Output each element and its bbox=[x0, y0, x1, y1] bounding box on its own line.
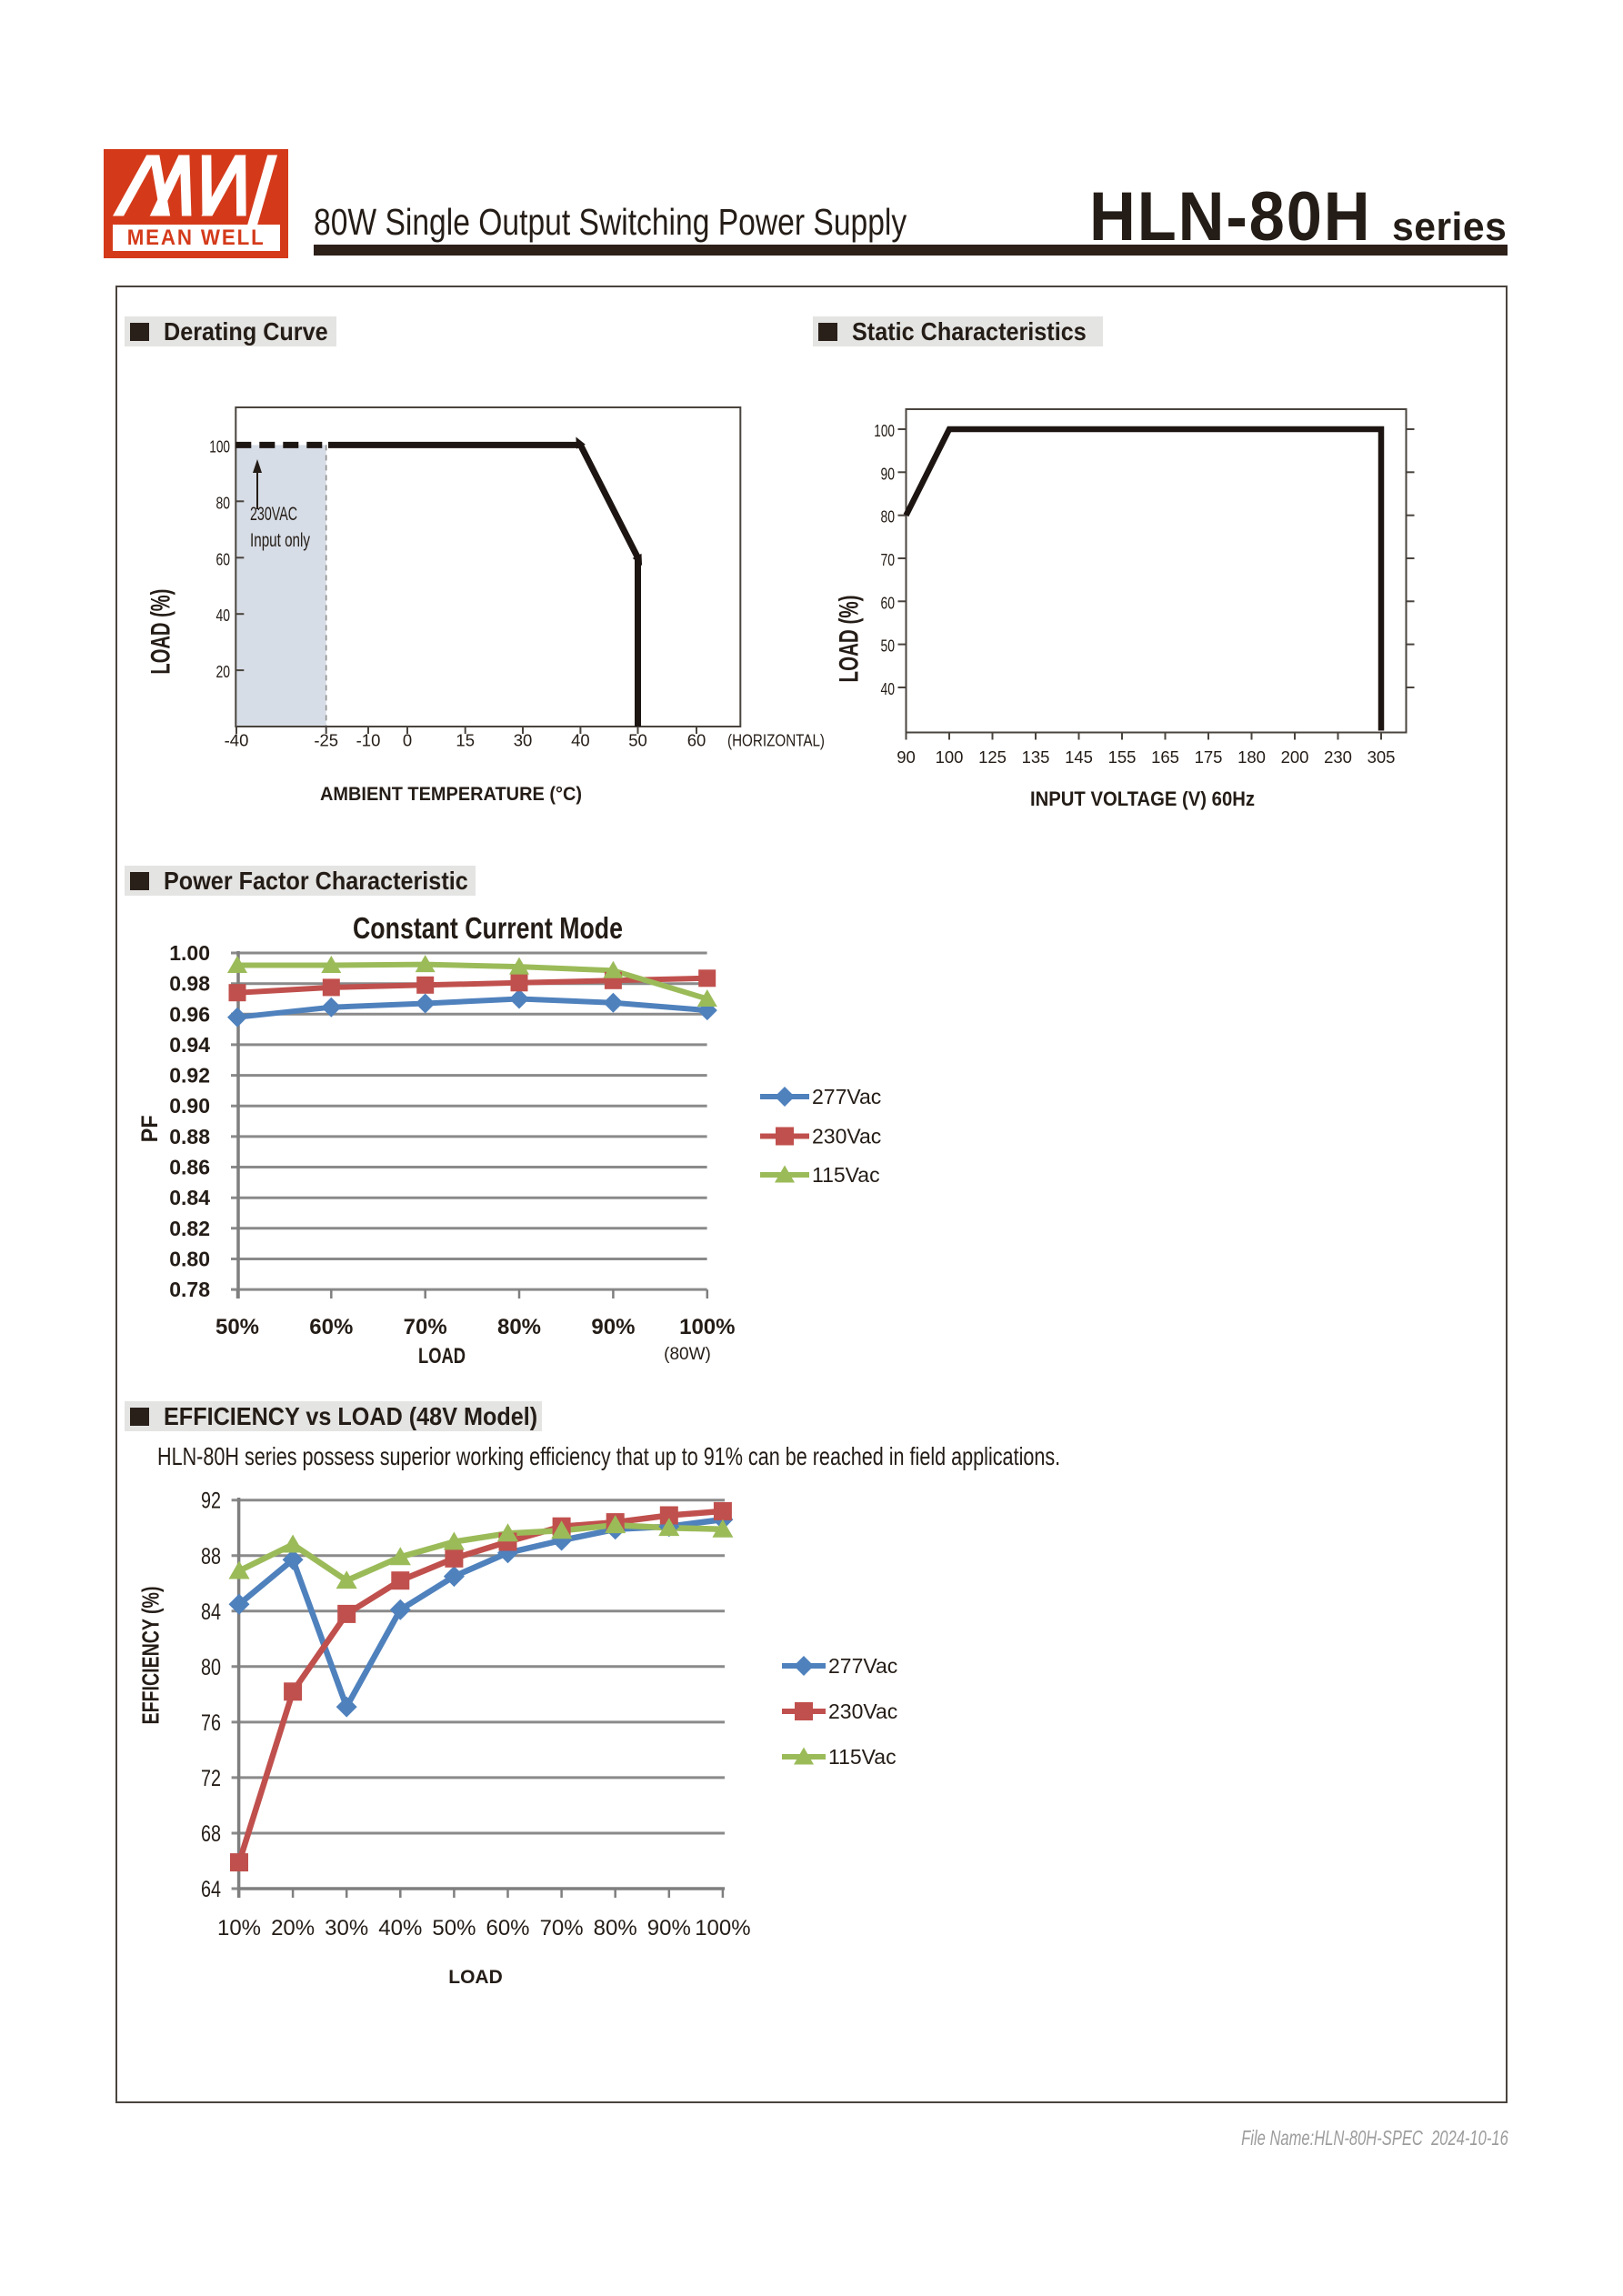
svg-text:60: 60 bbox=[687, 731, 706, 750]
svg-text:92: 92 bbox=[201, 1489, 221, 1514]
svg-text:30%: 30% bbox=[325, 1916, 368, 1940]
svg-text:15: 15 bbox=[456, 731, 475, 750]
svg-text:68: 68 bbox=[201, 1821, 221, 1847]
svg-text:200: 200 bbox=[1281, 747, 1309, 767]
svg-text:135: 135 bbox=[1022, 747, 1050, 767]
svg-text:0.80: 0.80 bbox=[169, 1248, 210, 1271]
svg-text:LOAD (%): LOAD (%) bbox=[146, 589, 176, 675]
svg-text:0.82: 0.82 bbox=[169, 1217, 210, 1240]
svg-text:88: 88 bbox=[201, 1544, 221, 1569]
svg-text:230: 230 bbox=[1324, 747, 1352, 767]
svg-text:Input only: Input only bbox=[250, 530, 310, 551]
svg-text:277Vac: 277Vac bbox=[828, 1654, 897, 1678]
svg-text:80: 80 bbox=[216, 493, 231, 512]
svg-text:0.92: 0.92 bbox=[169, 1064, 210, 1088]
svg-text:60%: 60% bbox=[486, 1916, 529, 1940]
svg-text:115Vac: 115Vac bbox=[812, 1163, 880, 1187]
svg-text:84: 84 bbox=[201, 1599, 221, 1625]
svg-text:-40: -40 bbox=[225, 731, 249, 750]
svg-text:90%: 90% bbox=[647, 1916, 691, 1940]
svg-text:EFFICIENCY (%): EFFICIENCY (%) bbox=[137, 1587, 165, 1725]
svg-text:90%: 90% bbox=[591, 1315, 635, 1339]
svg-text:0.88: 0.88 bbox=[169, 1125, 210, 1148]
svg-text:72: 72 bbox=[201, 1766, 221, 1791]
svg-text:0.86: 0.86 bbox=[169, 1156, 210, 1179]
svg-text:115Vac: 115Vac bbox=[828, 1745, 897, 1769]
svg-text:LOAD: LOAD bbox=[418, 1344, 466, 1369]
svg-text:0.94: 0.94 bbox=[169, 1033, 210, 1057]
svg-text:(80W): (80W) bbox=[664, 1345, 711, 1364]
svg-text:80: 80 bbox=[881, 507, 896, 526]
svg-text:50: 50 bbox=[628, 731, 647, 750]
svg-text:80: 80 bbox=[201, 1655, 221, 1680]
svg-text:145: 145 bbox=[1065, 747, 1093, 767]
svg-text:64: 64 bbox=[201, 1877, 221, 1902]
svg-text:LOAD: LOAD bbox=[448, 1967, 503, 1988]
svg-text:90: 90 bbox=[897, 747, 916, 767]
svg-text:60: 60 bbox=[881, 593, 896, 612]
svg-text:277Vac: 277Vac bbox=[812, 1085, 881, 1108]
svg-text:125: 125 bbox=[978, 747, 1007, 767]
svg-text:90: 90 bbox=[881, 464, 896, 483]
svg-text:0.96: 0.96 bbox=[169, 1002, 210, 1026]
svg-text:70: 70 bbox=[881, 550, 896, 569]
svg-text:10%: 10% bbox=[217, 1916, 261, 1940]
svg-text:20: 20 bbox=[216, 662, 231, 681]
svg-text:100: 100 bbox=[874, 421, 895, 440]
svg-text:0.98: 0.98 bbox=[169, 972, 210, 996]
svg-text:230Vac: 230Vac bbox=[828, 1699, 897, 1723]
svg-text:60%: 60% bbox=[309, 1315, 353, 1339]
svg-text:0: 0 bbox=[403, 731, 412, 750]
svg-text:-25: -25 bbox=[314, 731, 338, 750]
svg-text:40%: 40% bbox=[378, 1916, 422, 1940]
svg-text:50: 50 bbox=[881, 637, 896, 656]
svg-text:50%: 50% bbox=[432, 1916, 476, 1940]
svg-text:LOAD (%): LOAD (%) bbox=[835, 596, 865, 683]
svg-text:305: 305 bbox=[1368, 747, 1396, 767]
svg-text:60: 60 bbox=[216, 549, 231, 568]
svg-text:70%: 70% bbox=[540, 1916, 584, 1940]
svg-text:0.78: 0.78 bbox=[169, 1278, 210, 1301]
svg-text:100%: 100% bbox=[679, 1315, 735, 1339]
svg-text:50%: 50% bbox=[215, 1315, 259, 1339]
svg-text:180: 180 bbox=[1237, 747, 1266, 767]
svg-text:-10: -10 bbox=[356, 731, 381, 750]
svg-text:80%: 80% bbox=[594, 1916, 637, 1940]
svg-text:40: 40 bbox=[881, 679, 896, 698]
svg-text:Constant Current Mode: Constant Current Mode bbox=[353, 911, 623, 945]
svg-text:0.90: 0.90 bbox=[169, 1094, 210, 1118]
svg-text:0.84: 0.84 bbox=[169, 1186, 210, 1209]
svg-text:20%: 20% bbox=[271, 1916, 315, 1940]
svg-text:155: 155 bbox=[1108, 747, 1137, 767]
svg-text:230VAC: 230VAC bbox=[250, 504, 297, 525]
svg-text:PF: PF bbox=[137, 1115, 163, 1142]
svg-text:76: 76 bbox=[201, 1710, 221, 1736]
svg-text:165: 165 bbox=[1151, 747, 1179, 767]
svg-text:30: 30 bbox=[514, 731, 533, 750]
svg-text:1.00: 1.00 bbox=[169, 941, 210, 965]
svg-text:40: 40 bbox=[216, 606, 231, 625]
svg-text:100: 100 bbox=[209, 436, 230, 456]
svg-text:INPUT VOLTAGE (V) 60Hz: INPUT VOLTAGE (V) 60Hz bbox=[1030, 787, 1255, 810]
svg-text:70%: 70% bbox=[404, 1315, 447, 1339]
svg-text:80%: 80% bbox=[497, 1315, 541, 1339]
svg-text:AMBIENT TEMPERATURE (°C): AMBIENT TEMPERATURE (°C) bbox=[320, 783, 582, 805]
svg-text:40: 40 bbox=[571, 731, 590, 750]
svg-text:175: 175 bbox=[1195, 747, 1223, 767]
svg-text:(HORIZONTAL): (HORIZONTAL) bbox=[727, 731, 825, 750]
svg-text:100%: 100% bbox=[695, 1916, 750, 1940]
svg-text:230Vac: 230Vac bbox=[812, 1125, 881, 1148]
svg-text:100: 100 bbox=[936, 747, 964, 767]
